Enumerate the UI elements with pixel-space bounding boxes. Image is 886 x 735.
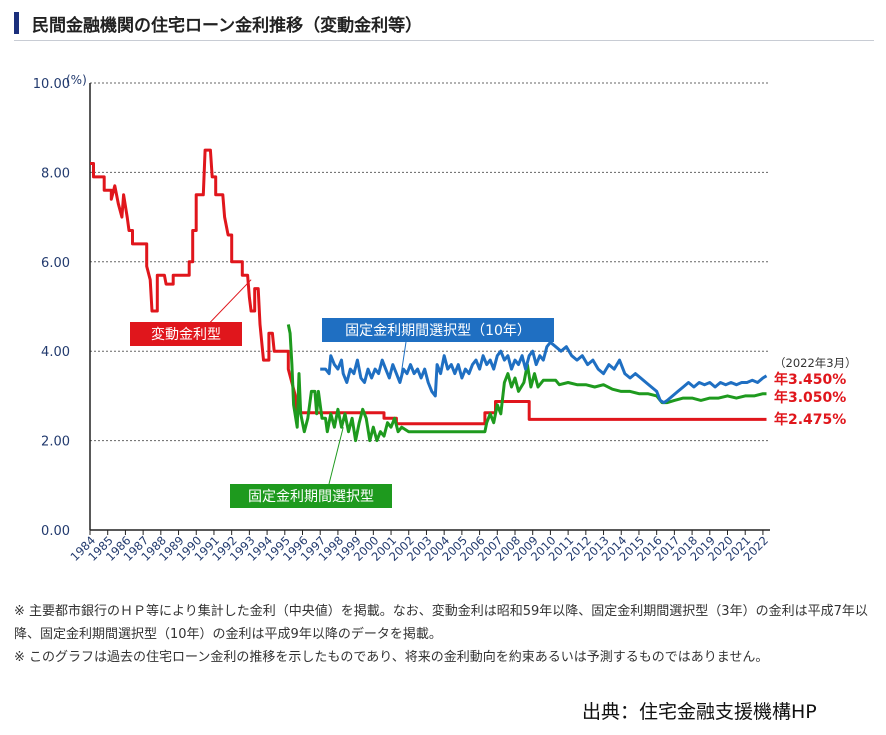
title-bar: 民間金融機関の住宅ローン金利推移（変動金利等） (14, 6, 874, 41)
callout-label-3: 固定金利期間選択型 (248, 489, 374, 505)
title-accent-bar (14, 12, 19, 34)
interest-rate-chart: 0.00 2.00 4.00 6.00 8.00 10.00(%) 19841985198… (33, 73, 857, 564)
x-axis: 1984198519861987198819891990199119921993… (68, 529, 771, 564)
y-tick-label: 10.00 (33, 77, 70, 92)
callout-label-1: 変動金利型 (151, 326, 221, 343)
callout-label-2: 固定金利期間選択型（10年） (345, 323, 531, 339)
end-value-label-3: 年2.475% (774, 411, 846, 428)
callout-leader-3 (328, 427, 344, 485)
y-axis: 0.00 2.00 4.00 6.00 8.00 10.00(%) (33, 73, 91, 539)
series-lines (90, 148, 768, 443)
callout-box-1 (130, 322, 242, 346)
end-date-note: （2022年3月） (774, 356, 857, 370)
callout-box-2 (322, 318, 554, 342)
y-axis-unit: (%) (66, 73, 87, 87)
source-credit: 出典：住宅金融支援機構HP (582, 701, 817, 723)
callout-leader-2 (399, 341, 407, 383)
series-line-1 (90, 148, 767, 426)
callout-box-3 (230, 484, 392, 508)
y-tick-label: 6.00 (41, 256, 70, 271)
y-tick-label: 2.00 (41, 435, 70, 450)
footnote-1: ※ 主要都市銀行のＨＰ等により集計した金利（中央値）を掲載。なお、変動金利は昭和… (14, 604, 868, 642)
end-value-label-1: 年3.450% (774, 371, 846, 388)
footnotes: ※ 主要都市銀行のＨＰ等により集計した金利（中央値）を掲載。なお、変動金利は昭和… (14, 600, 876, 669)
series-callouts: 変動金利型 固定金利期間選択型（10年） 固定金利期間選択型 (130, 279, 554, 508)
end-value-label-2: 年3.050% (774, 389, 846, 406)
y-tick-label: 4.00 (41, 345, 70, 360)
y-tick-label: 8.00 (41, 166, 70, 181)
series-line-3 (320, 340, 768, 405)
y-tick-label: 0.00 (41, 524, 70, 539)
page-title: 民間金融機関の住宅ローン金利推移（変動金利等） (32, 16, 423, 36)
end-value-labels: （2022年3月）年3.450%年3.050% 年2.475% (774, 356, 857, 428)
footnote-2: ※ このグラフは過去の住宅ローン金利の推移を示したものであり、将来の金利動向を約… (14, 650, 769, 665)
